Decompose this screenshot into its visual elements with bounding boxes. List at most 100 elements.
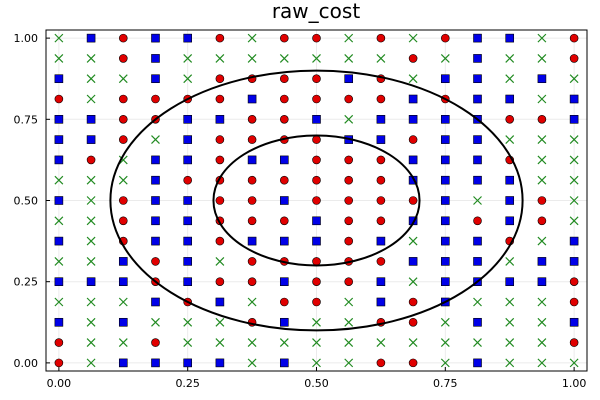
cross-point [247,33,257,43]
square-point [183,236,192,246]
cross-point [537,317,547,327]
square-point [441,277,450,286]
circle-point [408,317,418,327]
axis-ticks: 0.00 0.25 0.50 0.75 1.00 0.00 0.25 0.50 0.75 1.00 [14,32,587,390]
square-point [151,216,160,226]
square-point [569,115,579,124]
square-point [473,236,482,246]
cross-point [440,338,450,348]
circle-point [312,33,321,43]
circle-point [118,94,128,104]
cross-point [247,358,257,368]
circle-point [279,216,289,226]
circle-point [344,216,354,226]
square-point [183,135,192,144]
circle-point [408,135,418,144]
cross-point [247,53,257,63]
cross-point [86,297,96,307]
cross-point [473,338,482,348]
circle-point [408,297,418,307]
square-point [54,115,64,124]
circle-point [344,236,354,246]
square-point [54,135,64,144]
square-point [151,175,160,185]
square-point [54,74,64,84]
cross-point [376,53,386,63]
square-point [441,216,450,226]
square-point [151,74,160,84]
square-point [279,317,289,327]
cross-point [86,338,96,348]
square-point [151,54,160,63]
square-point [473,74,482,84]
square-point [183,358,192,368]
circle-point [376,175,386,185]
cross-point [505,358,515,368]
cross-point [505,74,515,84]
circle-point [505,115,515,124]
square-point [408,257,418,266]
circle-point [473,216,482,226]
cross-point [86,358,96,368]
circle-point [537,216,547,226]
square-point [473,155,482,165]
square-point [279,358,289,368]
circle-point [215,155,225,165]
square-point [151,358,160,368]
cross-point [118,175,128,185]
cross-point [440,317,450,327]
circle-point [312,297,321,307]
cross-point [86,74,96,84]
cross-point [86,216,96,226]
cross-point [569,135,579,145]
circle-point [151,257,160,266]
cross-point [505,135,515,145]
square-point [183,33,192,43]
cross-point [215,256,225,266]
circle-point [376,358,386,368]
square-point [441,257,450,266]
x-tick-label: 1.00 [562,377,587,390]
circle-point [279,175,289,185]
square-point [86,33,96,43]
square-point [505,277,515,286]
square-point [473,54,482,63]
cross-point [537,338,547,348]
cross-point [569,155,579,165]
circle-point [247,196,257,205]
cross-point [344,114,354,124]
square-point [279,277,289,286]
square-point [441,115,450,124]
circle-point [247,277,257,286]
cross-point [54,175,64,185]
cross-point [344,317,354,327]
circle-point [279,74,289,84]
cross-point [344,33,354,43]
circle-point [344,94,354,104]
square-point [118,277,128,286]
circle-point [118,115,128,124]
circle-point [312,175,321,185]
cross-point [537,236,547,246]
square-point [86,277,96,286]
cross-point [344,297,354,307]
square-point [537,277,547,286]
square-point [247,236,257,246]
circle-point [279,33,289,43]
circle-point [215,94,225,104]
cross-point [505,297,515,307]
circle-point [376,94,386,104]
x-tick-label: 0.50 [304,377,329,390]
cross-point [569,216,579,226]
circle-point [54,358,64,368]
cross-point [408,277,418,287]
cross-point [505,338,515,348]
contour-lines [109,69,524,332]
circle-point [215,277,225,286]
cross-point [312,317,321,327]
cross-point [408,33,418,43]
circle-point [86,155,96,165]
circle-point [312,196,321,205]
square-point [441,155,450,165]
cross-point [86,256,96,266]
